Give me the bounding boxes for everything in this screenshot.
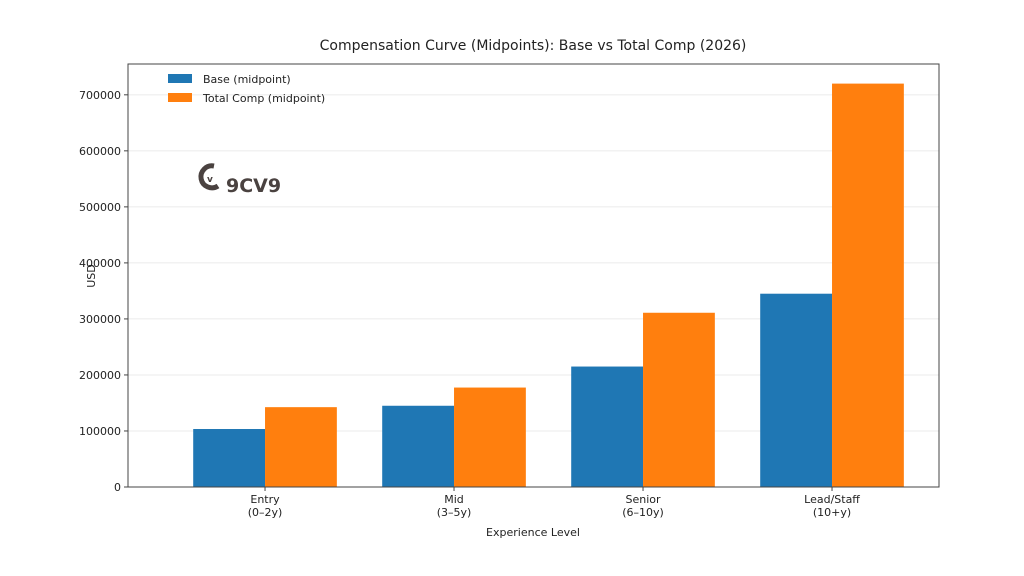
legend-swatch-total [168, 93, 192, 102]
x-tick-label: Mid [444, 493, 464, 506]
x-tick-sublabel: (3–5y) [437, 506, 472, 519]
legend-label-total: Total Comp (midpoint) [202, 92, 325, 105]
bar-base-1 [382, 405, 455, 487]
bar-base-0 [193, 429, 266, 487]
bar-total-3 [832, 83, 904, 488]
y-tick-label: 500000 [79, 201, 121, 214]
y-tick-label: 100000 [79, 425, 121, 438]
x-axis-label: Experience Level [486, 526, 580, 539]
x-tick-sublabel: (10+y) [813, 506, 851, 519]
y-axis: 0 100000 200000 300000 400000 500000 600000 700… [79, 89, 128, 494]
bar-total-1 [454, 387, 526, 487]
x-tick-label: Senior [626, 493, 662, 506]
x-tick-label: Entry [250, 493, 280, 506]
legend: Base (midpoint) Total Comp (midpoint) [168, 73, 325, 105]
y-tick-label: 200000 [79, 369, 121, 382]
bar-total-0 [265, 407, 337, 487]
plot-frame [127, 63, 940, 488]
y-tick-label: 0 [114, 481, 121, 494]
bars [193, 83, 904, 488]
y-axis-label: USD [85, 264, 98, 288]
y-tick-label: 400000 [79, 257, 121, 270]
svg-text:v: v [207, 175, 213, 185]
x-tick-sublabel: (6–10y) [622, 506, 664, 519]
watermark-logo: v 9CV9 [198, 163, 281, 197]
x-axis: Entry(0–2y) Mid(3–5y) Senior(6–10y) Lead/St… [248, 487, 860, 519]
y-tick-label: 700000 [79, 89, 121, 102]
bar-total-2 [643, 312, 715, 487]
x-tick-sublabel: (0–2y) [248, 506, 283, 519]
y-tick-label: 300000 [79, 313, 121, 326]
legend-swatch-base [168, 74, 192, 83]
x-tick-label: Lead/Staff [804, 493, 860, 506]
legend-label-base: Base (midpoint) [203, 73, 291, 86]
logo-ring-icon [198, 163, 220, 191]
bar-base-2 [571, 366, 644, 487]
bar-base-3 [760, 293, 833, 487]
chart-title: Compensation Curve (Midpoints): Base vs … [320, 38, 747, 54]
svg-text:9CV9: 9CV9 [226, 175, 281, 197]
y-tick-label: 600000 [79, 145, 121, 158]
